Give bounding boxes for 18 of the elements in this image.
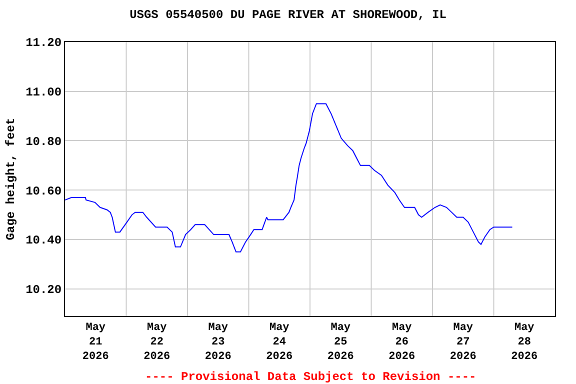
x-tick-label: May 26 2026 [388, 322, 416, 363]
y-tick-label: 11.20 [26, 36, 62, 50]
y-tick-label: 10.20 [26, 283, 62, 298]
x-tick-label: May 27 2026 [450, 322, 476, 363]
y-tick-label: 10.60 [26, 184, 62, 198]
x-tick-label: May 24 2026 [266, 322, 293, 363]
x-tick-label: May 28 2026 [511, 322, 538, 363]
line-series [65, 103, 513, 252]
x-tick-label: May 22 2026 [144, 322, 170, 363]
y-axis-title: Gage height, feet [4, 118, 18, 240]
y-tick-label: 11.00 [26, 86, 62, 100]
x-tick-label: May 25 2026 [327, 322, 354, 363]
y-tick-label: 10.80 [26, 134, 62, 149]
y-tick-label: 10.40 [26, 234, 62, 248]
x-tick-label: May 23 2026 [204, 322, 232, 363]
x-tick-label: May 21 2026 [82, 322, 109, 363]
text: ---- Provisional Data Subject to Revision ---- [145, 370, 476, 384]
chart-title: USGS 05540500 DU PAGE RIVER AT SHOREWOOD, IL [130, 8, 446, 22]
